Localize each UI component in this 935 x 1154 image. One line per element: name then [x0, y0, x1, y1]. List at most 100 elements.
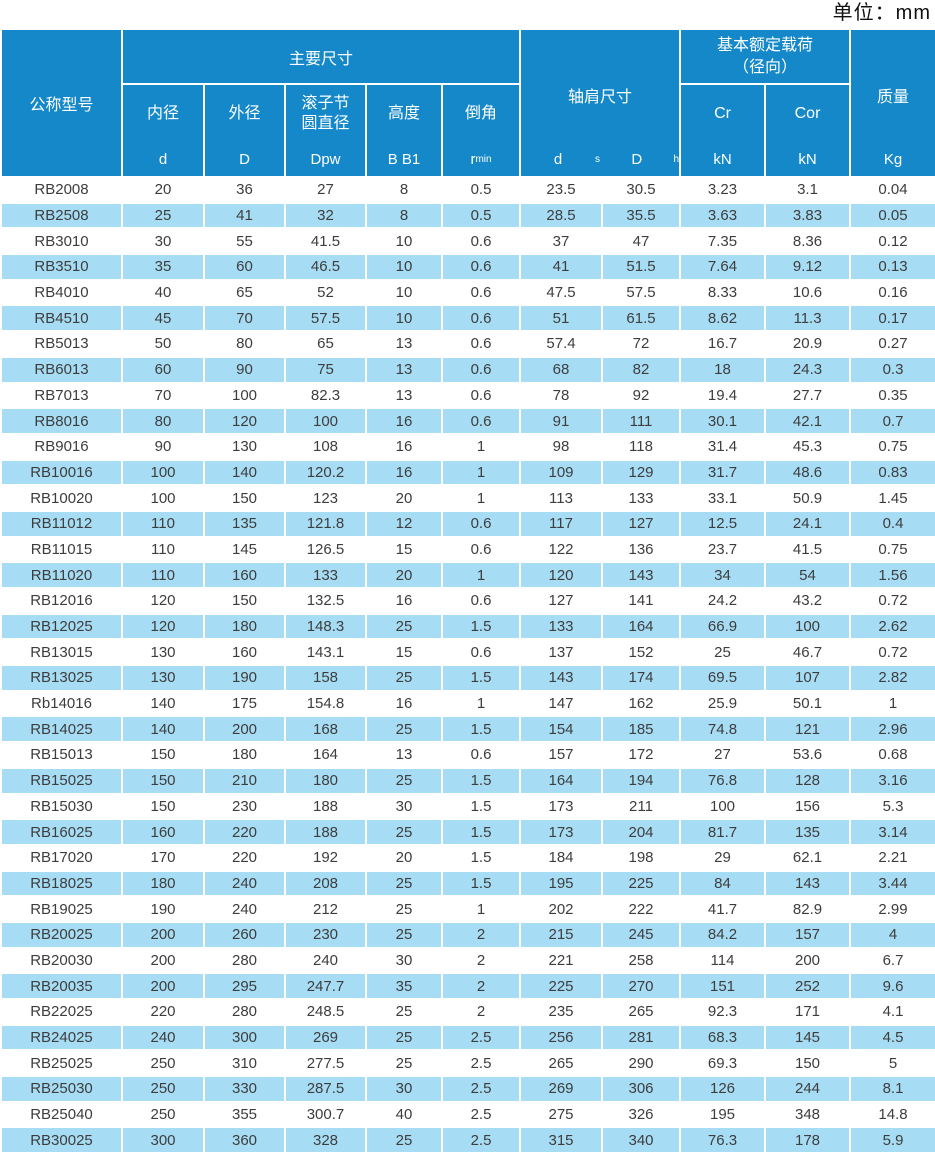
header-rated-load: 基本额定载荷 （径向） — [679, 28, 852, 85]
value-cell: 141 — [600, 587, 682, 615]
value-cell: 11.3 — [764, 304, 852, 333]
value-cell: 30 — [121, 227, 205, 256]
value-cell: 265 — [600, 998, 682, 1026]
value-cell: 240 — [203, 895, 286, 923]
value-cell: 250 — [121, 1100, 205, 1129]
value-cell: 20.9 — [764, 330, 852, 358]
value-cell: 28.5 — [519, 201, 603, 230]
value-cell: 174 — [600, 664, 682, 692]
value-cell: 47.5 — [519, 278, 603, 307]
value-cell: 0.17 — [849, 304, 935, 333]
value-cell: 280 — [203, 998, 286, 1026]
value-cell: 3.1 — [764, 176, 852, 204]
value-cell: 195 — [679, 1100, 767, 1129]
value-cell: 9.12 — [764, 253, 852, 281]
value-cell: 275 — [519, 1100, 603, 1129]
value-cell: 4 — [849, 920, 935, 949]
value-cell: 45 — [121, 304, 205, 333]
value-cell: 100 — [764, 612, 852, 641]
value-cell: 160 — [121, 818, 205, 846]
table-row: Rb14016 140 175 154.8 16 1 147 162 25.9 50.1 1 — [0, 689, 935, 718]
value-cell: 269 — [284, 1023, 367, 1052]
value-cell: 135 — [764, 818, 852, 846]
value-cell: 1.56 — [849, 561, 935, 589]
value-cell: 36 — [203, 176, 286, 204]
value-cell: 30 — [365, 1075, 443, 1103]
value-cell: 25 — [365, 895, 443, 923]
value-cell: 287.5 — [284, 1075, 367, 1103]
value-cell: 2.82 — [849, 664, 935, 692]
value-cell: 1.45 — [849, 484, 935, 512]
table-row: RB2008 20 36 27 8 0.5 23.5 30.5 3.23 3.1 0.04 — [0, 176, 935, 204]
value-cell: 70 — [203, 304, 286, 333]
value-cell: 5.9 — [849, 1126, 935, 1154]
value-cell: 0.6 — [441, 535, 521, 564]
value-cell: 0.68 — [849, 741, 935, 769]
value-cell: 126.5 — [284, 535, 367, 564]
value-cell: 180 — [203, 612, 286, 641]
table-row: RB20030 200 280 240 30 2 221 258 114 200 6.7 — [0, 946, 935, 975]
model-cell: RB14025 — [0, 715, 123, 744]
value-cell: 164 — [600, 612, 682, 641]
table-row: RB6013 60 90 75 13 0.6 68 82 18 24.3 0.3 — [0, 355, 935, 384]
value-cell: 1.5 — [441, 818, 521, 846]
value-cell: 136 — [600, 535, 682, 564]
value-cell: 133 — [284, 561, 367, 589]
value-cell: 0.35 — [849, 381, 935, 410]
value-cell: 348 — [764, 1100, 852, 1129]
value-cell: 148.3 — [284, 612, 367, 641]
model-cell: RB2008 — [0, 176, 123, 204]
value-cell: 178 — [764, 1126, 852, 1154]
value-cell: 326 — [600, 1100, 682, 1129]
header-mass: 质量 Kg — [849, 28, 935, 178]
value-cell: 200 — [121, 920, 205, 949]
value-cell: 31.7 — [679, 458, 767, 487]
table-row: RB12016 120 150 132.5 16 0.6 127 141 24.2 43.2 0.7… — [0, 587, 935, 615]
value-cell: 35.5 — [600, 201, 682, 230]
value-cell: 24.2 — [679, 587, 767, 615]
table-row: RB14025 140 200 168 25 1.5 154 185 74.8 121 2.96 — [0, 715, 935, 744]
table-row: RB10020 100 150 123 20 1 113 133 33.1 50.9 1.45 — [0, 484, 935, 512]
value-cell: 100 — [121, 484, 205, 512]
model-cell: RB11020 — [0, 561, 123, 589]
value-cell: 82.3 — [284, 381, 367, 410]
value-cell: 140 — [121, 715, 205, 744]
value-cell: 8.33 — [679, 278, 767, 307]
table-row: RB16025 160 220 188 25 1.5 173 204 81.7 135 3.14 — [0, 818, 935, 846]
value-cell: 43.2 — [764, 587, 852, 615]
value-cell: 107 — [764, 664, 852, 692]
value-cell: 121 — [764, 715, 852, 744]
value-cell: 290 — [600, 1049, 682, 1078]
value-cell: 200 — [764, 946, 852, 975]
value-cell: 1 — [849, 689, 935, 718]
value-cell: 29 — [679, 843, 767, 872]
value-cell: 3.83 — [764, 201, 852, 230]
value-cell: 41 — [519, 253, 603, 281]
table-row: RB25040 250 355 300.7 40 2.5 275 326 195 348 14.8 — [0, 1100, 935, 1129]
header-main-dimensions: 主要尺寸 — [121, 28, 521, 85]
value-cell: 114 — [679, 946, 767, 975]
value-cell: 295 — [203, 972, 286, 1000]
value-cell: 25 — [365, 612, 443, 641]
value-cell: 16 — [365, 432, 443, 461]
model-cell: RB22025 — [0, 998, 123, 1026]
value-cell: 190 — [203, 664, 286, 692]
value-cell: 34 — [679, 561, 767, 589]
value-cell: 31.4 — [679, 432, 767, 461]
model-cell: RB6013 — [0, 355, 123, 384]
value-cell: 172 — [600, 741, 682, 769]
value-cell: 244 — [764, 1075, 852, 1103]
value-cell: 41.5 — [764, 535, 852, 564]
header-inner-diameter: 内径 d — [121, 83, 205, 178]
table-row: RB22025 220 280 248.5 25 2 235 265 92.3 171 4.1 — [0, 998, 935, 1026]
table-row: RB3010 30 55 41.5 10 0.6 37 47 7.35 8.36 0.12 — [0, 227, 935, 256]
table-row: RB13015 130 160 143.1 15 0.6 137 152 25 46.7 0.72 — [0, 638, 935, 667]
value-cell: 47 — [600, 227, 682, 256]
value-cell: 68 — [519, 355, 603, 384]
value-cell: 1.5 — [441, 715, 521, 744]
value-cell: 32 — [284, 201, 367, 230]
value-cell: 180 — [121, 869, 205, 898]
value-cell: 310 — [203, 1049, 286, 1078]
value-cell: 91 — [519, 407, 603, 435]
value-cell: 0.75 — [849, 432, 935, 461]
